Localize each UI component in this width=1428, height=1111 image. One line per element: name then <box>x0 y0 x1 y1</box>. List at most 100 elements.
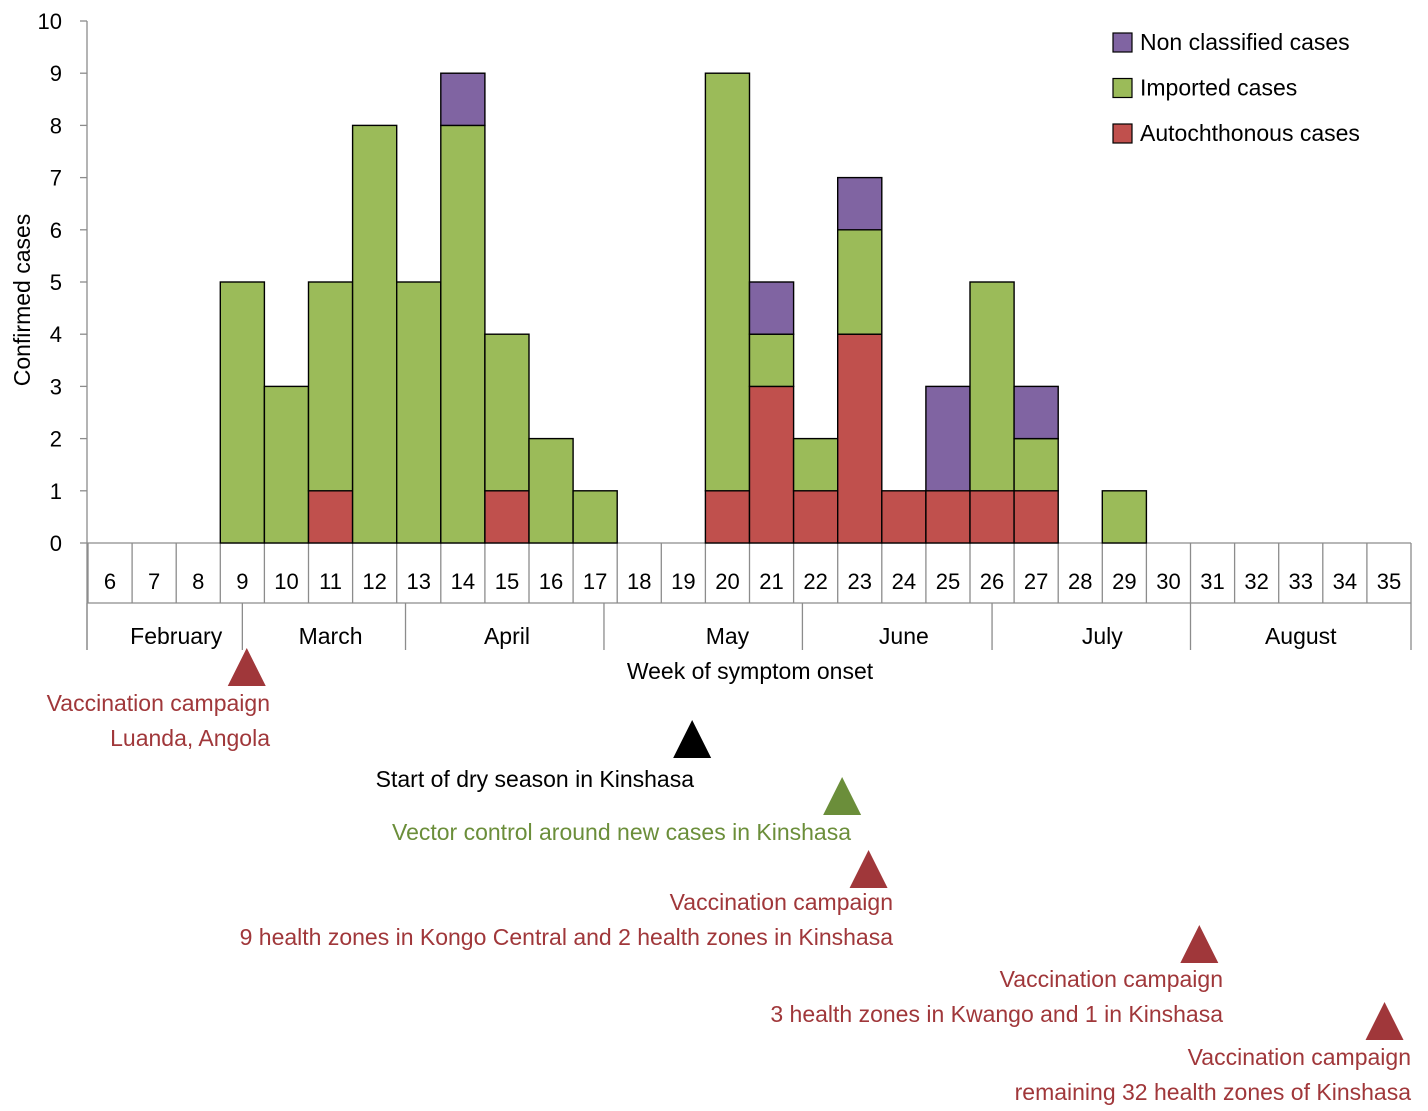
y-tick-label: 4 <box>50 322 62 347</box>
legend-label: Imported cases <box>1140 75 1297 101</box>
y-tick-label: 0 <box>50 531 62 556</box>
week-label: 34 <box>1333 569 1357 594</box>
week-label: 21 <box>759 569 783 594</box>
y-tick-label: 3 <box>50 374 62 399</box>
week-label: 33 <box>1289 569 1313 594</box>
week-label: 17 <box>583 569 607 594</box>
annotation-text: Vaccination campaign <box>47 690 270 716</box>
y-axis-title: Confirmed cases <box>9 214 35 387</box>
annotation-triangle <box>1180 925 1219 963</box>
week-label: 23 <box>848 569 872 594</box>
week-label: 30 <box>1156 569 1180 594</box>
annotation-text: Vaccination campaign <box>1188 1044 1411 1070</box>
annotation-text: 3 health zones in Kwango and 1 in Kinsha… <box>770 1001 1223 1027</box>
bar-segment <box>925 385 971 492</box>
bar-segment <box>792 490 839 544</box>
week-label: 7 <box>148 569 160 594</box>
x-axis-title: Week of symptom onset <box>627 658 874 684</box>
bar-segment <box>1013 437 1059 492</box>
bar-segment <box>969 281 1015 492</box>
week-label: 11 <box>319 569 342 594</box>
week-label: 14 <box>451 569 475 594</box>
week-label: 10 <box>274 569 298 594</box>
bar-segment <box>837 333 883 544</box>
annotation-text: Start of dry season in Kinshasa <box>376 766 695 792</box>
annotation-text: Vaccination campaign <box>1000 966 1223 992</box>
month-label: July <box>1082 623 1123 649</box>
annotation-text: 9 health zones in Kongo Central and 2 he… <box>240 924 894 950</box>
annotation-text: Vector control around new cases in Kinsh… <box>392 819 851 845</box>
bar-segment <box>748 333 795 388</box>
y-tick-label: 9 <box>50 61 62 86</box>
bar-segment <box>440 124 486 544</box>
month-label: April <box>484 623 530 649</box>
week-label: 19 <box>671 569 695 594</box>
week-label: 22 <box>803 569 827 594</box>
bar-segment <box>572 490 618 544</box>
legend-label: Autochthonous cases <box>1140 120 1360 146</box>
bar-segment <box>748 385 795 544</box>
annotation-triangle <box>1365 1002 1404 1040</box>
bar-segment <box>351 124 398 544</box>
bar-segment <box>792 437 839 492</box>
annotation-triangle <box>673 720 712 758</box>
week-label: 28 <box>1068 569 1092 594</box>
bar-segment <box>307 490 354 544</box>
bar-segment <box>1013 385 1059 440</box>
week-label: 31 <box>1200 569 1224 594</box>
month-label: August <box>1265 623 1337 649</box>
month-label: June <box>879 623 929 649</box>
week-label: 26 <box>980 569 1004 594</box>
y-tick-label: 5 <box>50 270 62 295</box>
annotation-triangle <box>849 850 888 888</box>
annotation-text: Luanda, Angola <box>110 725 270 751</box>
week-label: 35 <box>1377 569 1401 594</box>
bar-segment <box>837 229 883 335</box>
bar-segment <box>484 490 530 544</box>
legend-label: Non classified cases <box>1140 29 1350 55</box>
bar-segment <box>528 437 574 544</box>
bar-segment <box>440 72 486 127</box>
bar-segment <box>969 490 1015 544</box>
bar-segment <box>307 281 354 492</box>
week-label: 12 <box>362 569 386 594</box>
week-label: 18 <box>627 569 651 594</box>
bar-segment <box>704 72 751 492</box>
bar-segment <box>881 490 927 544</box>
bar-segment <box>837 176 883 231</box>
bar-segment <box>704 490 751 544</box>
bar-segment <box>219 281 266 544</box>
week-label: 8 <box>192 569 204 594</box>
bar-segment <box>484 333 530 492</box>
bar-segment <box>748 281 795 335</box>
month-label: March <box>299 623 363 649</box>
bar-segment <box>263 385 310 544</box>
bar-segment <box>925 490 971 544</box>
y-tick-label: 2 <box>50 427 62 452</box>
annotation-triangle <box>823 777 862 815</box>
week-label: 16 <box>539 569 563 594</box>
y-tick-label: 10 <box>38 9 62 34</box>
bar-segment <box>1013 490 1059 544</box>
legend-swatch <box>1112 32 1133 53</box>
week-label: 25 <box>936 569 960 594</box>
week-label: 15 <box>495 569 519 594</box>
y-tick-label: 8 <box>50 113 62 138</box>
week-label: 32 <box>1244 569 1268 594</box>
week-label: 24 <box>892 569 916 594</box>
bar-segment <box>1101 490 1148 544</box>
week-label: 6 <box>104 569 116 594</box>
week-label: 9 <box>236 569 248 594</box>
week-label: 27 <box>1024 569 1048 594</box>
y-tick-label: 1 <box>50 479 62 504</box>
week-label: 20 <box>715 569 739 594</box>
y-tick-label: 6 <box>50 218 62 243</box>
month-label: February <box>130 623 223 649</box>
week-label: 29 <box>1112 569 1136 594</box>
annotation-text: Vaccination campaign <box>670 889 893 915</box>
annotation-triangle <box>227 648 266 686</box>
bar-segment <box>396 281 442 544</box>
annotation-text: remaining 32 health zones of Kinshasa <box>1015 1079 1412 1105</box>
